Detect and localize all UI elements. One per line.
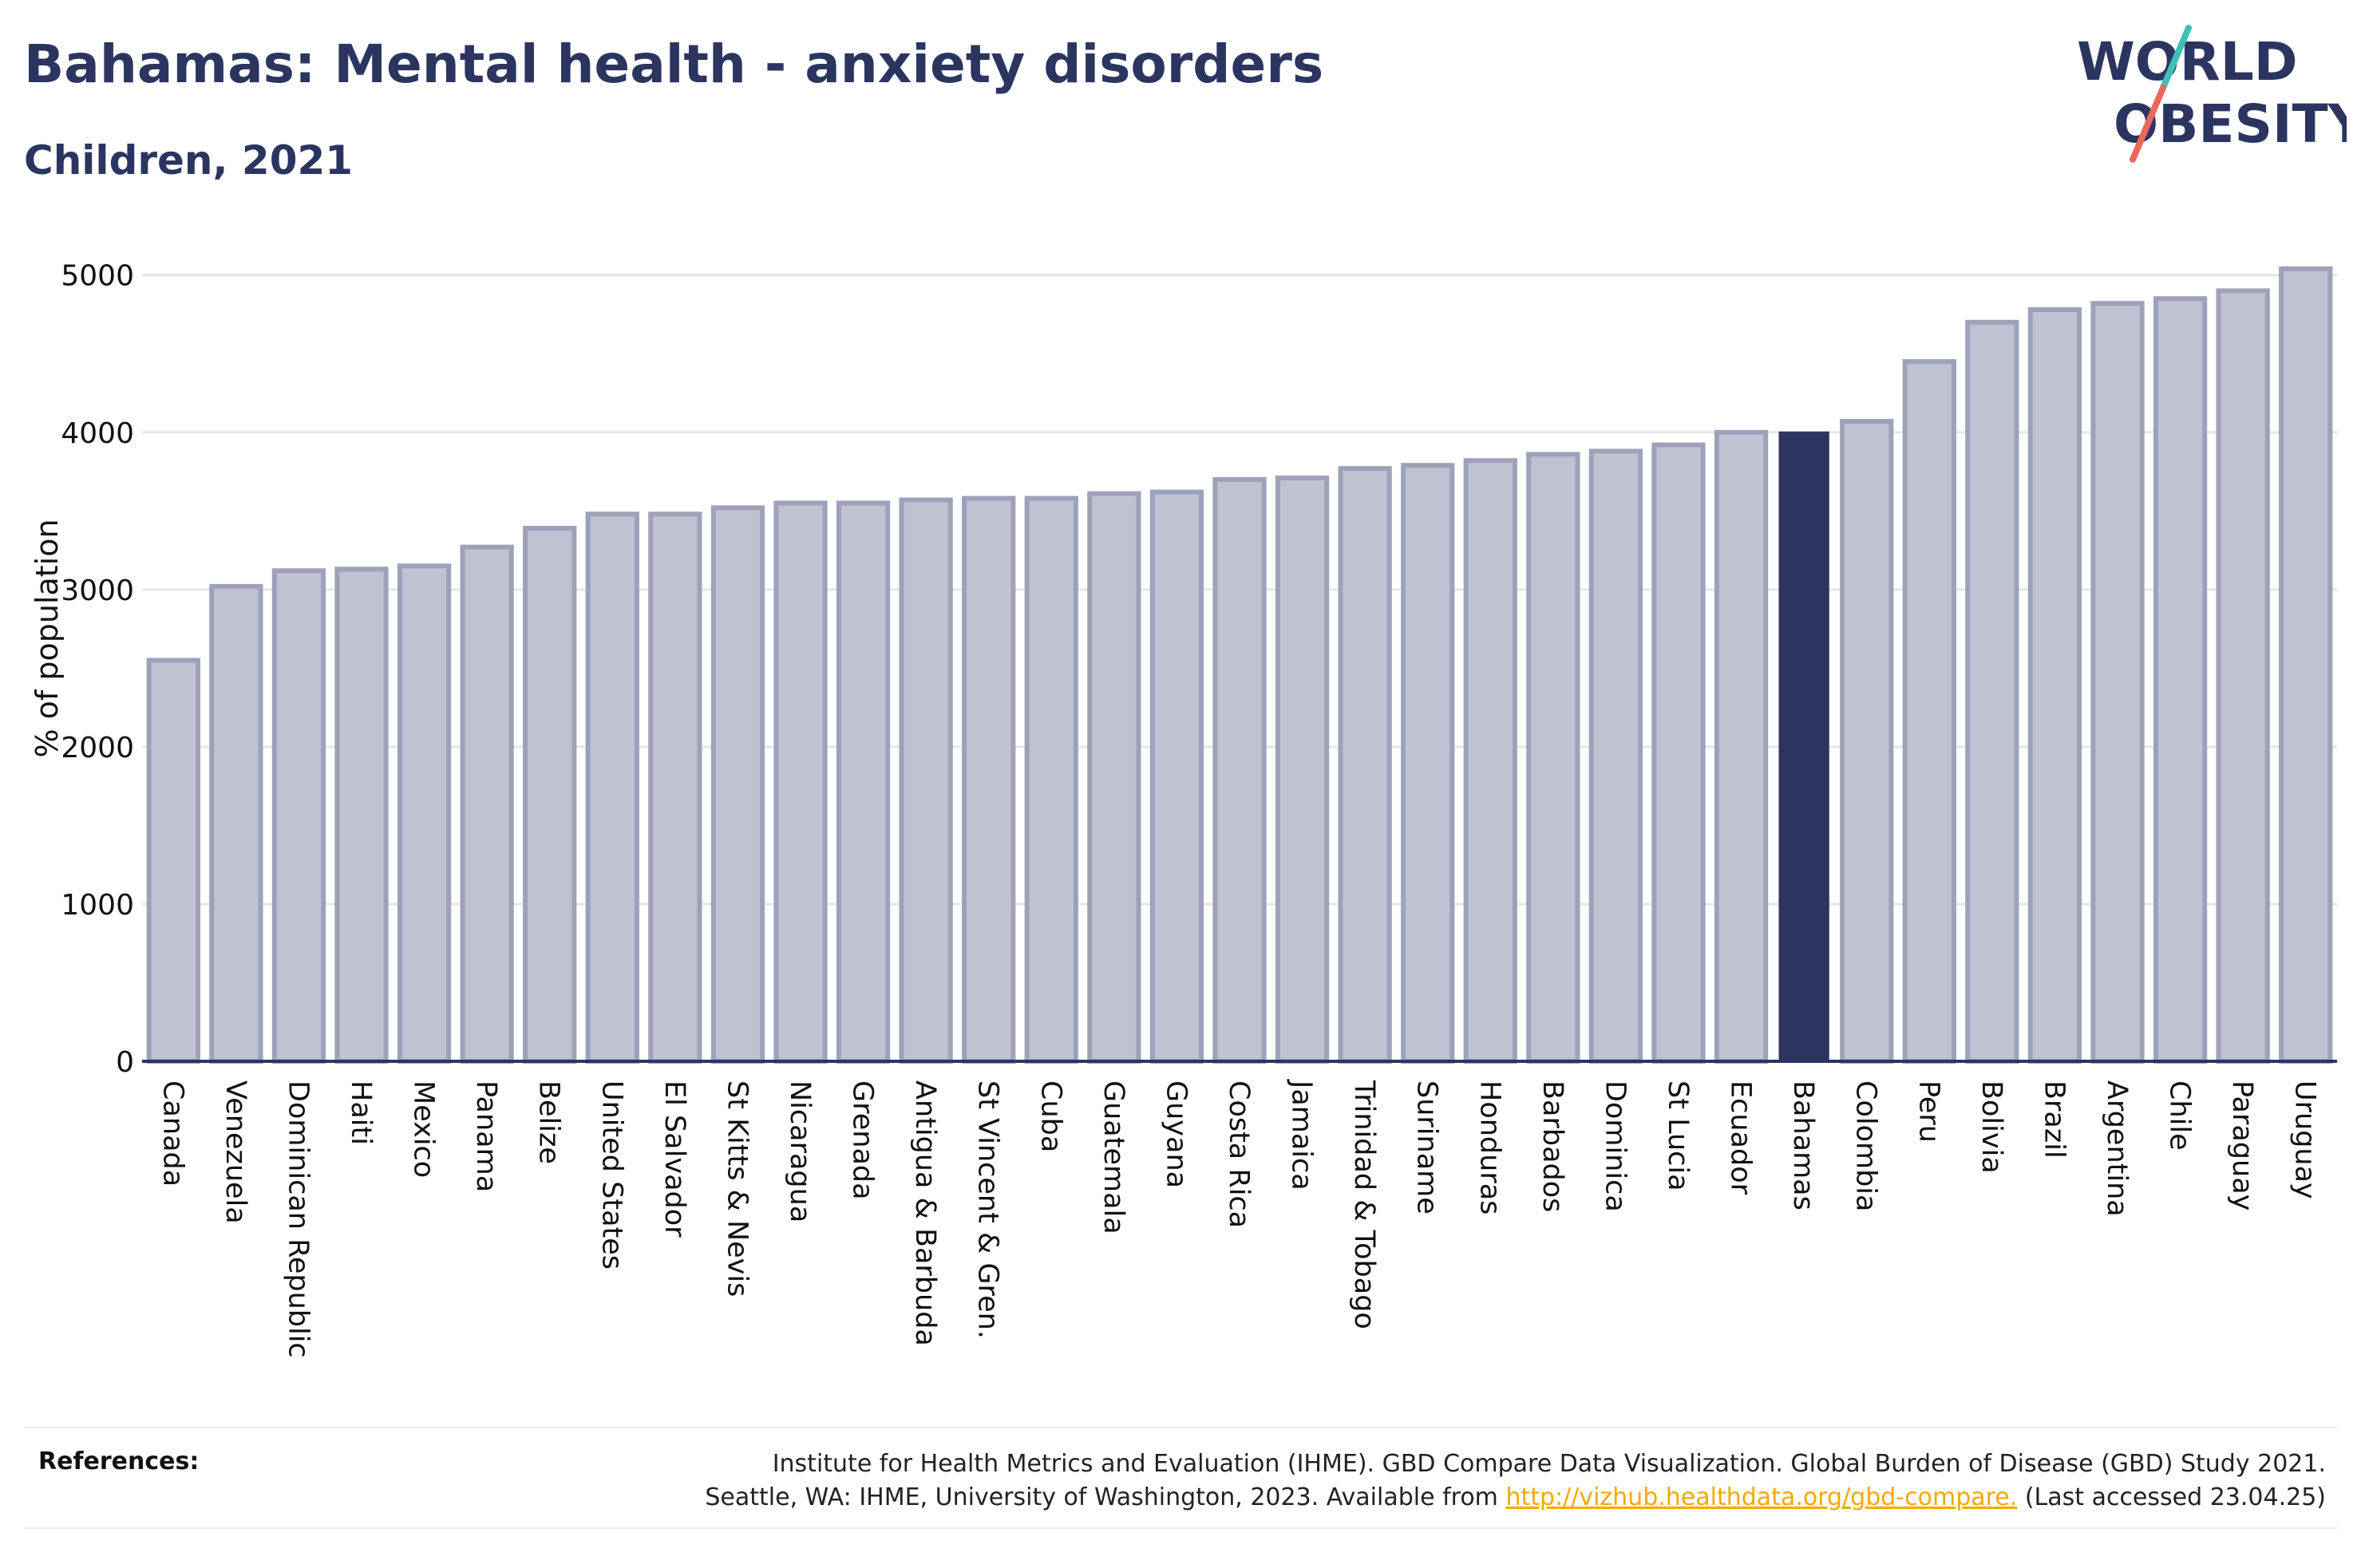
x-tick-label: Trinidad & Tobago bbox=[1348, 1080, 1380, 1329]
references-line-1: Institute for Health Metrics and Evaluat… bbox=[772, 1450, 2326, 1478]
bar-peru bbox=[1902, 359, 1956, 1064]
y-tick-label: 2000 bbox=[61, 732, 134, 764]
x-tick-label: Ecuador bbox=[1725, 1080, 1757, 1195]
x-tick-label: Cuba bbox=[1034, 1080, 1066, 1152]
bar-honduras bbox=[1463, 458, 1517, 1064]
bar-brazil bbox=[2027, 307, 2082, 1064]
bar-colombia bbox=[1840, 418, 1894, 1064]
x-tick-label: Paraguay bbox=[2226, 1080, 2258, 1211]
x-tick-label: Honduras bbox=[1473, 1080, 1505, 1215]
x-tick-label: St Lucia bbox=[1662, 1080, 1694, 1191]
bar-dominican-republic bbox=[271, 568, 326, 1064]
x-tick-label: Guatemala bbox=[1097, 1080, 1129, 1234]
bar-belize bbox=[523, 525, 577, 1064]
bar-el-salvador bbox=[648, 511, 702, 1064]
x-tick-label: El Salvador bbox=[658, 1080, 690, 1238]
bar-mexico bbox=[397, 563, 452, 1064]
x-tick-label: Venezuela bbox=[219, 1080, 251, 1224]
x-tick-label: Jamaica bbox=[1286, 1079, 1318, 1191]
x-tick-label: Chile bbox=[2164, 1080, 2196, 1151]
logo-text-world: WORLD bbox=[2077, 31, 2298, 93]
x-tick-label: Argentina bbox=[2101, 1080, 2133, 1217]
bar-dominica bbox=[1588, 448, 1643, 1064]
x-tick-label: Barbados bbox=[1536, 1080, 1568, 1212]
references-text: Institute for Health Metrics and Evaluat… bbox=[705, 1448, 2326, 1515]
bar-chile bbox=[2153, 296, 2208, 1064]
bar-argentina bbox=[2090, 301, 2145, 1064]
y-axis-ticks: 0 1000 2000 3000 4000 5000 bbox=[61, 260, 134, 1079]
x-tick-label: Uruguay bbox=[2289, 1080, 2321, 1199]
bar-trinidad-tobago bbox=[1338, 466, 1392, 1064]
x-tick-label: Belize bbox=[533, 1080, 565, 1164]
references-line-2-pre: Seattle, WA: IHME, University of Washing… bbox=[705, 1483, 1506, 1511]
y-tick-label: 1000 bbox=[61, 889, 134, 922]
bar-st-lucia bbox=[1651, 442, 1706, 1064]
bar-guyana bbox=[1149, 489, 1204, 1064]
x-tick-label: Dominica bbox=[1599, 1080, 1631, 1212]
x-tick-label: Costa Rica bbox=[1223, 1080, 1255, 1228]
bar-antigua-barbuda bbox=[899, 497, 953, 1064]
x-tick-label: Nicaragua bbox=[784, 1080, 816, 1222]
bar-united-states bbox=[585, 511, 639, 1064]
bar-bahamas bbox=[1778, 431, 1829, 1062]
x-tick-label: Colombia bbox=[1850, 1080, 1882, 1211]
bar-st-kitts-nevis bbox=[710, 505, 765, 1064]
y-axis-label: % of population bbox=[30, 519, 65, 757]
x-tick-label: Panama bbox=[470, 1080, 502, 1192]
bar-chart: 0 1000 2000 3000 4000 5000 Canada Venezuela Dom… bbox=[30, 260, 2337, 1358]
bar-costa-rica bbox=[1212, 476, 1267, 1064]
bar-panama bbox=[460, 544, 514, 1064]
references-line-2-post: (Last accessed 23.04.25) bbox=[2017, 1483, 2326, 1511]
x-tick-label: Brazil bbox=[2038, 1080, 2070, 1159]
x-tick-label: St Vincent & Gren. bbox=[972, 1080, 1004, 1339]
x-tick-label: Peru bbox=[1912, 1080, 1944, 1143]
bar-jamaica bbox=[1275, 475, 1330, 1064]
bar-paraguay bbox=[2216, 288, 2270, 1064]
x-tick-label: Grenada bbox=[847, 1080, 879, 1200]
x-tick-label: Suriname bbox=[1411, 1080, 1443, 1215]
world-obesity-logo: WORLD OBESITY bbox=[2077, 25, 2347, 163]
bar-grenada bbox=[836, 500, 891, 1064]
y-tick-label: 3000 bbox=[61, 575, 134, 607]
x-tick-label: Canada bbox=[156, 1080, 188, 1187]
bar-bolivia bbox=[1965, 319, 2019, 1064]
x-tick-label: Guyana bbox=[1160, 1080, 1192, 1188]
bar-st-vincent-gren- bbox=[962, 496, 1016, 1064]
bar-guatemala bbox=[1087, 491, 1141, 1064]
bar-ecuador bbox=[1714, 429, 1769, 1064]
x-tick-label: Dominican Republic bbox=[282, 1080, 314, 1358]
bar-haiti bbox=[334, 567, 389, 1064]
x-tick-label: Haiti bbox=[345, 1080, 377, 1145]
x-tick-label: United States bbox=[595, 1080, 627, 1270]
x-tick-label: Mexico bbox=[408, 1080, 440, 1178]
x-tick-label: Bolivia bbox=[1975, 1080, 2007, 1174]
logo-text-obesity: OBESITY bbox=[2114, 93, 2347, 155]
bar-venezuela bbox=[209, 583, 263, 1064]
references-block: References: Institute for Health Metrics… bbox=[24, 1427, 2337, 1529]
bar-uruguay bbox=[2279, 266, 2333, 1064]
bar-barbados bbox=[1526, 452, 1580, 1064]
y-tick-label: 0 bbox=[116, 1046, 134, 1079]
y-tick-label: 5000 bbox=[61, 260, 134, 293]
references-label: References: bbox=[38, 1448, 200, 1475]
y-tick-label: 4000 bbox=[61, 417, 134, 450]
page-subtitle: Children, 2021 bbox=[24, 137, 354, 184]
x-tick-label: Antigua & Barbuda bbox=[909, 1080, 941, 1346]
bars bbox=[146, 266, 2333, 1064]
bar-nicaragua bbox=[773, 500, 828, 1064]
bar-cuba bbox=[1024, 496, 1078, 1064]
references-link[interactable]: http://vizhub.healthdata.org/gbd-compare… bbox=[1505, 1483, 2018, 1511]
x-tick-label: Bahamas bbox=[1787, 1080, 1819, 1211]
references-line-2: Seattle, WA: IHME, University of Washing… bbox=[705, 1481, 2326, 1515]
page-title: Bahamas: Mental health - anxiety disorde… bbox=[24, 34, 1324, 95]
x-axis-labels: Canada Venezuela Dominican Republic Haiti Me… bbox=[156, 1079, 2320, 1358]
bar-suriname bbox=[1401, 463, 1455, 1064]
bar-canada bbox=[146, 658, 200, 1064]
x-tick-label: St Kitts & Nevis bbox=[721, 1080, 753, 1297]
